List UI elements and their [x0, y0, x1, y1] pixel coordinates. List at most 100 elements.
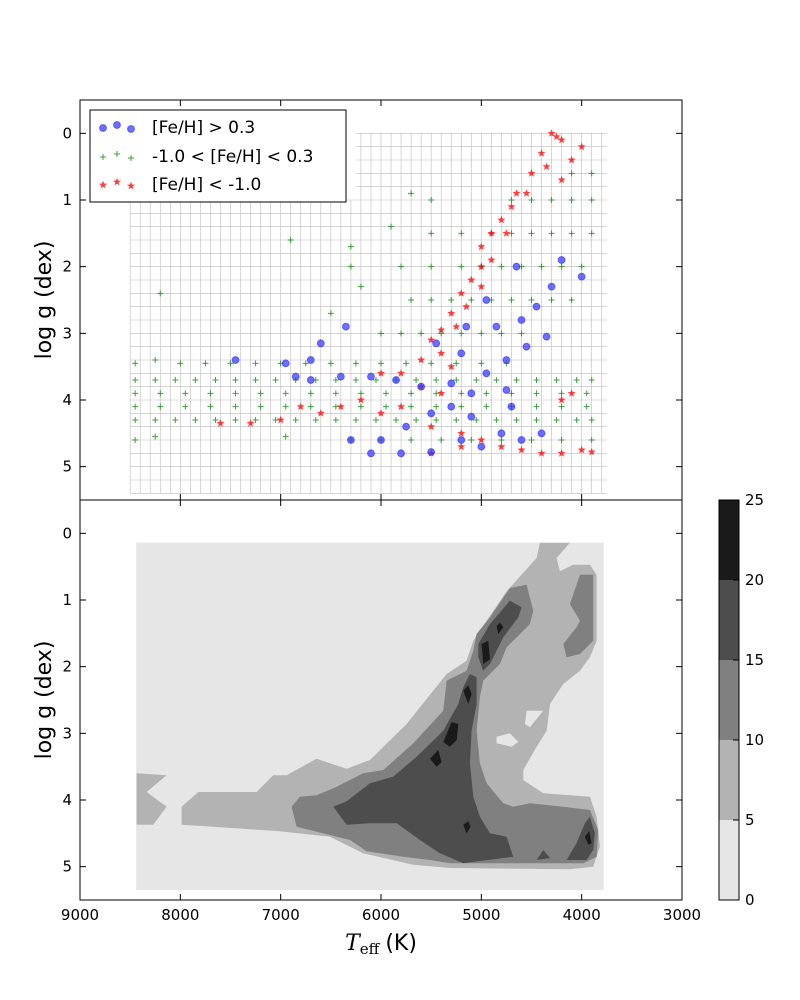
plus-marker [558, 263, 565, 270]
circle-marker [577, 272, 586, 281]
plus-marker [388, 223, 395, 230]
star-marker [296, 402, 305, 411]
plus-marker [453, 377, 460, 383]
y-tick-label: 0 [62, 524, 72, 542]
plus-marker [528, 437, 535, 443]
plus-marker [433, 390, 440, 397]
plus-marker [378, 360, 384, 367]
star-marker [377, 369, 385, 377]
circle-marker [281, 359, 290, 368]
plus-marker [403, 360, 410, 367]
plus-marker [428, 360, 435, 367]
circle-marker [397, 449, 405, 458]
circle-marker [517, 316, 526, 324]
plus-marker [558, 437, 565, 443]
star-marker [557, 135, 566, 144]
plus-marker [528, 297, 535, 303]
circle-marker [427, 448, 436, 456]
star-marker [99, 180, 107, 189]
circle-marker [532, 302, 541, 311]
x-tick-label: 7000 [262, 906, 300, 924]
contour-level-20-25 [443, 722, 459, 747]
circle-marker [447, 379, 456, 388]
plus-marker [448, 297, 455, 303]
star-marker [377, 409, 385, 417]
circle-marker [482, 296, 491, 304]
plus-marker [232, 403, 239, 410]
plus-marker [332, 377, 339, 383]
plus-marker [383, 390, 390, 397]
colorbar-band [719, 660, 739, 740]
y-tick-label: 5 [62, 458, 72, 476]
plus-marker [533, 377, 540, 383]
legend-label: [Fe/H] < -1.0 [152, 175, 261, 195]
plus-marker [157, 403, 164, 410]
star-marker [447, 309, 456, 317]
contour-level-20-25 [463, 685, 472, 704]
star-marker [527, 169, 536, 177]
circle-marker [477, 442, 486, 451]
scatter-points [132, 129, 596, 458]
plus-marker [458, 263, 465, 270]
plus-marker [438, 437, 445, 443]
plus-marker [157, 290, 164, 297]
circle-marker [367, 372, 375, 381]
star-marker [512, 189, 521, 197]
plus-marker [538, 263, 545, 270]
star-marker [487, 229, 496, 237]
legend-item-metal-rich: [Fe/H] > 0.3 [99, 118, 255, 138]
plus-marker [332, 417, 339, 423]
star-marker [477, 435, 486, 444]
colorbar-tick-label: 20 [745, 571, 764, 589]
plus-marker [458, 230, 465, 237]
top-ticks: 0 1 2 3 4 5 [62, 100, 683, 500]
plus-marker [357, 403, 364, 410]
plus-marker [182, 403, 189, 410]
y-tick-label: 0 [62, 124, 72, 142]
star-marker [397, 402, 406, 411]
star-marker [477, 242, 486, 251]
plus-marker [100, 154, 106, 160]
colorbar-ticks: 0 5 10 15 20 25 [733, 491, 764, 909]
plus-marker [493, 377, 500, 383]
colorbar-frame [718, 499, 740, 901]
y-tick-label: 4 [62, 391, 72, 409]
plus-marker [132, 403, 139, 410]
plus-marker [282, 390, 289, 397]
colorbar-tick-label: 10 [745, 731, 764, 749]
plus-marker [433, 403, 440, 410]
x-axis-title: Teff (K) [345, 931, 417, 958]
circle-marker [517, 436, 526, 444]
plus-marker [372, 417, 379, 423]
legend-item-metal-poor: [Fe/H] < -1.0 [99, 175, 261, 195]
plus-marker [558, 390, 565, 397]
circle-marker [522, 342, 531, 351]
plus-marker [352, 377, 359, 383]
plus-marker [408, 390, 415, 397]
star-marker [316, 409, 325, 417]
circle-marker [113, 121, 121, 129]
colorbar-tick-label: 25 [745, 491, 764, 509]
plus-marker [272, 377, 279, 383]
legend-label: [Fe/H] > 0.3 [152, 118, 255, 138]
plus-marker [272, 417, 279, 423]
plus-marker [252, 417, 259, 423]
star-marker [427, 335, 436, 344]
star-marker [462, 302, 471, 311]
colorbar: 0 5 10 15 20 25 [718, 491, 764, 909]
plus-marker [182, 390, 189, 397]
circle-marker [447, 402, 456, 411]
plus-marker [513, 417, 520, 423]
star-marker [567, 389, 576, 397]
plus-marker [418, 330, 425, 337]
top-y-axis-title: log g (dex) [32, 241, 57, 360]
star-marker [447, 362, 456, 371]
plus-marker [588, 230, 595, 237]
plus-marker [408, 403, 415, 410]
plus-marker [378, 330, 384, 337]
circle-marker [457, 349, 466, 358]
density-contours [136, 542, 604, 890]
y-tick-label: 5 [62, 858, 72, 876]
plus-marker [428, 263, 435, 270]
plus-marker [458, 390, 465, 397]
